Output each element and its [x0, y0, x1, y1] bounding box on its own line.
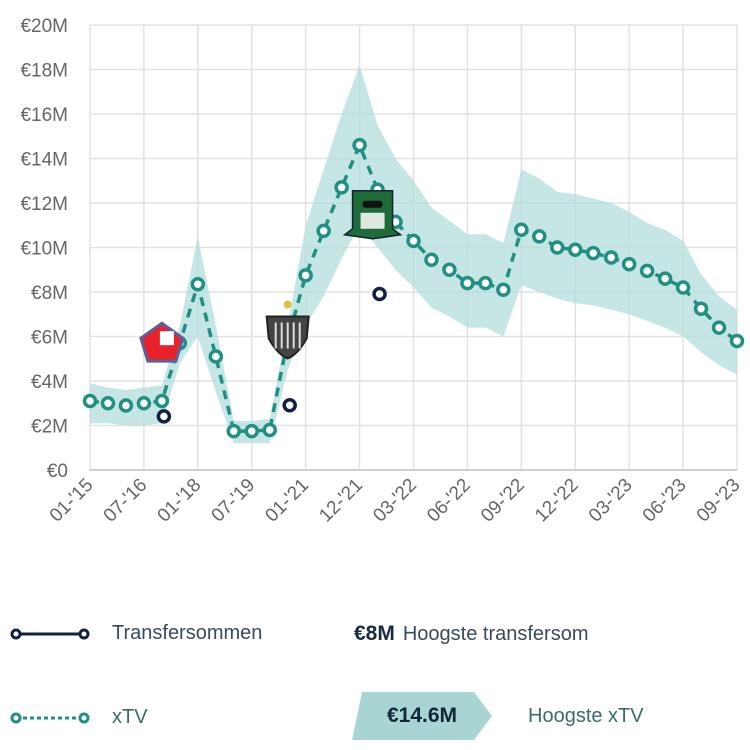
xtv-point	[657, 271, 673, 286]
xtv-point	[478, 275, 493, 291]
x-tick-label: 01-'15	[46, 475, 98, 527]
xtv-point	[442, 262, 457, 277]
xtv-point	[568, 242, 583, 257]
xtv-point	[693, 301, 709, 316]
max-xtv-value: €14.6M	[386, 704, 458, 727]
krasnodar-logo-car	[362, 200, 383, 208]
max-transfer-value: €8M	[354, 622, 395, 645]
max-xtv-label: Hoogste xTV	[528, 704, 644, 727]
legend-xtv-label: xTV	[112, 706, 148, 728]
y-tick-label: €18M	[20, 61, 68, 82]
xtv-point	[226, 423, 242, 439]
x-tick-label: 12-'22	[531, 475, 583, 527]
xtv-point	[729, 333, 745, 349]
xtv-point	[244, 423, 259, 439]
x-tick-label: 09-'22	[477, 475, 529, 527]
xtv-point	[100, 396, 116, 411]
legend-xtv[interactable]: xTV	[10, 706, 148, 729]
xtv-point	[585, 245, 601, 261]
solid-line-circle-icon	[10, 628, 90, 639]
transfer-point	[156, 409, 172, 424]
xtv-point	[298, 268, 313, 283]
x-tick-label: 12-'21	[315, 475, 367, 527]
mineiro-star-icon	[283, 300, 292, 309]
max-xtv-badge: €14.6M	[352, 692, 492, 740]
y-tick-label: €0	[47, 461, 68, 482]
transfer-point	[282, 398, 297, 413]
y-tick-label: €12M	[20, 194, 68, 215]
x-tick-label: 06-'23	[639, 475, 691, 527]
xtv-point	[262, 422, 277, 438]
y-tick-label: €20M	[20, 16, 68, 37]
xtv-point	[334, 180, 349, 195]
max-xtv: €14.6M Hoogste xTV	[352, 692, 644, 740]
xtv-point	[352, 137, 367, 153]
xtv-point	[118, 398, 134, 413]
xtv-point	[496, 282, 511, 298]
x-tick-label: 03-'23	[585, 475, 637, 527]
xtv-point	[603, 250, 619, 265]
x-tick-label: 09-'23	[693, 475, 745, 527]
x-tick-label: 07-'19	[208, 475, 260, 527]
transfer-point	[372, 286, 387, 302]
legend: Transfersommen €8M Hoogste transfersom x…	[0, 600, 750, 750]
lille-logo-detail	[159, 331, 174, 346]
xtv-point	[154, 393, 170, 409]
x-tick-label: 06-'22	[423, 475, 475, 527]
y-tick-label: €8M	[31, 283, 68, 304]
xtv-point	[639, 263, 655, 279]
max-transfer-label: Hoogste transfersom	[402, 622, 589, 645]
legend-transfers[interactable]: Transfersommen	[10, 622, 262, 645]
xtv-point	[675, 280, 691, 295]
xtv-point	[406, 233, 421, 249]
y-tick-label: €6M	[31, 328, 68, 349]
xtv-chart: €0 €2M €4M €6M €8M €10M €12M €14M €16M €18M €20M 01…	[20, 16, 745, 527]
xtv-point	[711, 320, 727, 335]
y-tick-label: €14M	[20, 150, 68, 171]
xtv-point	[532, 229, 547, 244]
xtv-point	[190, 276, 206, 292]
x-tick-label: 01-'18	[154, 475, 206, 527]
xtv-range-band	[90, 65, 737, 444]
krasnodar-logo-detail	[360, 212, 385, 229]
xtv-point	[82, 393, 98, 409]
x-tick-label: 07-'16	[100, 475, 152, 527]
x-tick-label: 03-'22	[369, 475, 421, 527]
xtv-point	[136, 396, 152, 411]
x-tick-label: 01-'21	[261, 475, 313, 527]
xtv-point	[208, 349, 224, 364]
y-tick-label: €4M	[31, 372, 68, 393]
xtv-point	[460, 275, 475, 291]
xtv-point	[514, 222, 529, 237]
y-tick-label: €2M	[31, 417, 68, 438]
y-tick-label: €10M	[20, 239, 68, 260]
xtv-point	[621, 256, 637, 272]
y-tick-label: €16M	[20, 105, 68, 126]
dashed-line-circle-icon	[10, 712, 90, 723]
legend-transfers-label: Transfersommen	[112, 622, 263, 644]
xtv-point	[550, 240, 565, 255]
xtv-point	[316, 223, 331, 239]
max-transfer: €8M Hoogste transfersom	[354, 622, 589, 646]
xtv-point	[424, 252, 439, 267]
